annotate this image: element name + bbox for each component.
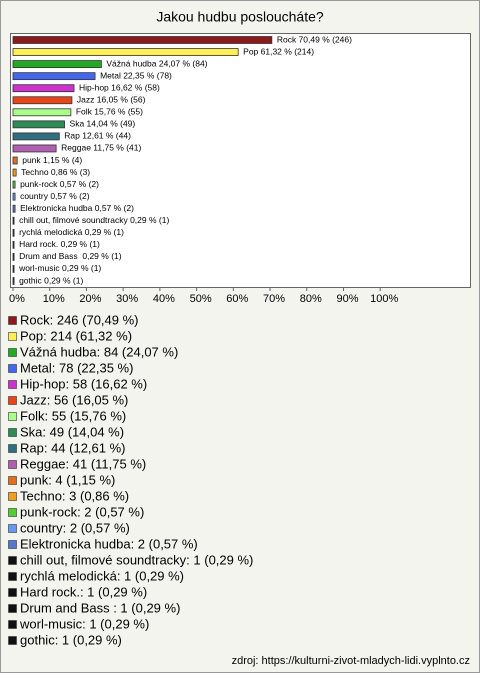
value-label: Metal 22,35 % (78) xyxy=(100,70,172,80)
bar xyxy=(12,48,239,56)
legend-label: gothic: 1 (0,29 %) xyxy=(20,632,122,647)
x-tick-label: 100% xyxy=(370,293,398,305)
value-label: gothic 0,29 % (1) xyxy=(19,275,83,285)
legend-swatch xyxy=(8,524,17,533)
legend-label: rychlá melodická: 1 (0,29 %) xyxy=(20,568,184,583)
legend-label: Rap: 44 (12,61 %) xyxy=(20,440,126,455)
value-label: country 0,57 % (2) xyxy=(20,191,90,201)
legend-swatch xyxy=(8,508,17,517)
legend-label: Reggae: 41 (11,75 %) xyxy=(20,456,146,471)
bar xyxy=(12,228,15,237)
legend-label: Pop: 214 (61,32 %) xyxy=(20,328,132,343)
legend-swatch xyxy=(8,540,17,549)
bar xyxy=(12,265,15,273)
value-label: chill out, filmové soundtracky 0,29 % (1… xyxy=(19,215,169,225)
value-label: Rock 70,49 % (246) xyxy=(277,34,352,44)
x-tick-label: 70% xyxy=(263,293,285,305)
bar xyxy=(12,36,273,44)
legend-swatch xyxy=(8,636,17,645)
legend-swatch xyxy=(8,444,17,453)
legend-swatch xyxy=(8,380,17,389)
x-tick-label: 60% xyxy=(226,293,248,305)
legend-swatch xyxy=(8,412,17,421)
legend-swatch xyxy=(8,316,17,325)
value-label: Techno 0,86 % (3) xyxy=(21,167,90,177)
legend-swatch xyxy=(8,332,17,341)
value-label: Ska 14,04 % (49) xyxy=(70,119,136,129)
legend-label: Hip-hop: 58 (16,62 %) xyxy=(20,376,147,391)
value-label: Jazz 16,05 % (56) xyxy=(77,95,146,105)
chart-title: Jakou hudbu posloucháte? xyxy=(156,9,324,25)
bar xyxy=(12,252,15,261)
bar xyxy=(12,216,15,225)
legend-swatch xyxy=(8,492,17,501)
source: zdroj: https://kulturni-zivot-mladych-li… xyxy=(232,655,470,667)
bar xyxy=(12,204,16,213)
bar xyxy=(12,240,15,249)
legend-swatch xyxy=(8,476,17,485)
value-label: Drum and Bass 0,29 % (1) xyxy=(19,251,122,261)
x-tick-label: 50% xyxy=(190,293,212,305)
x-tick-label: 0% xyxy=(9,293,25,305)
legend-label: worl-music: 1 (0,29 %) xyxy=(19,616,149,631)
legend-label: punk-rock: 2 (0,57 %) xyxy=(20,504,144,519)
value-label: Vážná hudba 24,07 % (84) xyxy=(106,58,207,68)
legend-label: Elektronicka hudba: 2 (0,57 %) xyxy=(20,536,198,551)
legend-swatch xyxy=(8,588,17,597)
legend-swatch xyxy=(8,348,17,357)
legend-label: Drum and Bass : 1 (0,29 %) xyxy=(20,600,180,615)
legend-label: Folk: 55 (15,76 %) xyxy=(20,408,126,423)
x-tick-label: 40% xyxy=(153,293,175,305)
bar xyxy=(12,108,72,117)
bar xyxy=(12,277,15,285)
legend-swatch xyxy=(8,556,17,565)
value-label: punk-rock 0,57 % (2) xyxy=(20,179,99,189)
legend-label: Ska: 49 (14,04 %) xyxy=(20,424,124,439)
x-tick-label: 10% xyxy=(43,293,65,305)
legend-label: Metal: 78 (22,35 %) xyxy=(20,360,133,375)
legend-label: country: 2 (0,57 %) xyxy=(20,520,130,535)
legend-label: Rock: 246 (70,49 %) xyxy=(20,312,139,327)
bar xyxy=(12,192,16,201)
bar xyxy=(12,180,16,189)
value-label: Hard rock. 0,29 % (1) xyxy=(19,239,100,249)
legend-swatch xyxy=(8,396,17,405)
bar xyxy=(12,120,65,129)
value-label: punk 1,15 % (4) xyxy=(22,155,82,165)
value-label: Rap 12,61 % (44) xyxy=(64,131,131,141)
legend-swatch xyxy=(8,604,17,613)
legend-label: punk: 4 (1,15 %) xyxy=(20,472,115,487)
legend-label: chill out, filmové soundtracky: 1 (0,29 … xyxy=(20,552,253,567)
value-label: rychlá melodická 0,29 % (1) xyxy=(19,227,124,237)
bar xyxy=(12,60,102,68)
x-tick-label: 80% xyxy=(300,293,322,305)
x-tick-label: 30% xyxy=(116,293,138,305)
legend-label: Hard rock.: 1 (0,29 %) xyxy=(20,584,147,599)
bar xyxy=(12,96,73,105)
value-label: Folk 15,76 % (55) xyxy=(76,107,143,117)
legend-label: Vážná hudba: 84 (24,07 %) xyxy=(20,344,178,359)
legend-label: Techno: 3 (0,86 %) xyxy=(20,488,129,503)
x-tick-label: 20% xyxy=(79,293,101,305)
bar xyxy=(12,168,17,177)
legend-swatch xyxy=(8,460,17,469)
bar xyxy=(12,132,60,141)
legend-swatch xyxy=(8,364,17,373)
value-label: Reggae 11,75 % (41) xyxy=(61,143,141,153)
value-label: worl-music 0,29 % (1) xyxy=(18,263,101,273)
legend-swatch xyxy=(8,428,17,437)
value-label: Pop 61,32 % (214) xyxy=(243,46,314,56)
value-label: Elektronicka hudba 0,57 % (2) xyxy=(20,203,134,213)
bar xyxy=(12,156,18,165)
bar xyxy=(12,84,75,93)
bar xyxy=(12,72,96,81)
legend-swatch xyxy=(8,620,17,629)
legend-swatch xyxy=(8,572,17,581)
bar xyxy=(12,144,57,153)
legend-label: Jazz: 56 (16,05 %) xyxy=(20,392,128,407)
value-label: Hip-hop 16,62 % (58) xyxy=(79,82,160,92)
x-tick-label: 90% xyxy=(336,293,358,305)
